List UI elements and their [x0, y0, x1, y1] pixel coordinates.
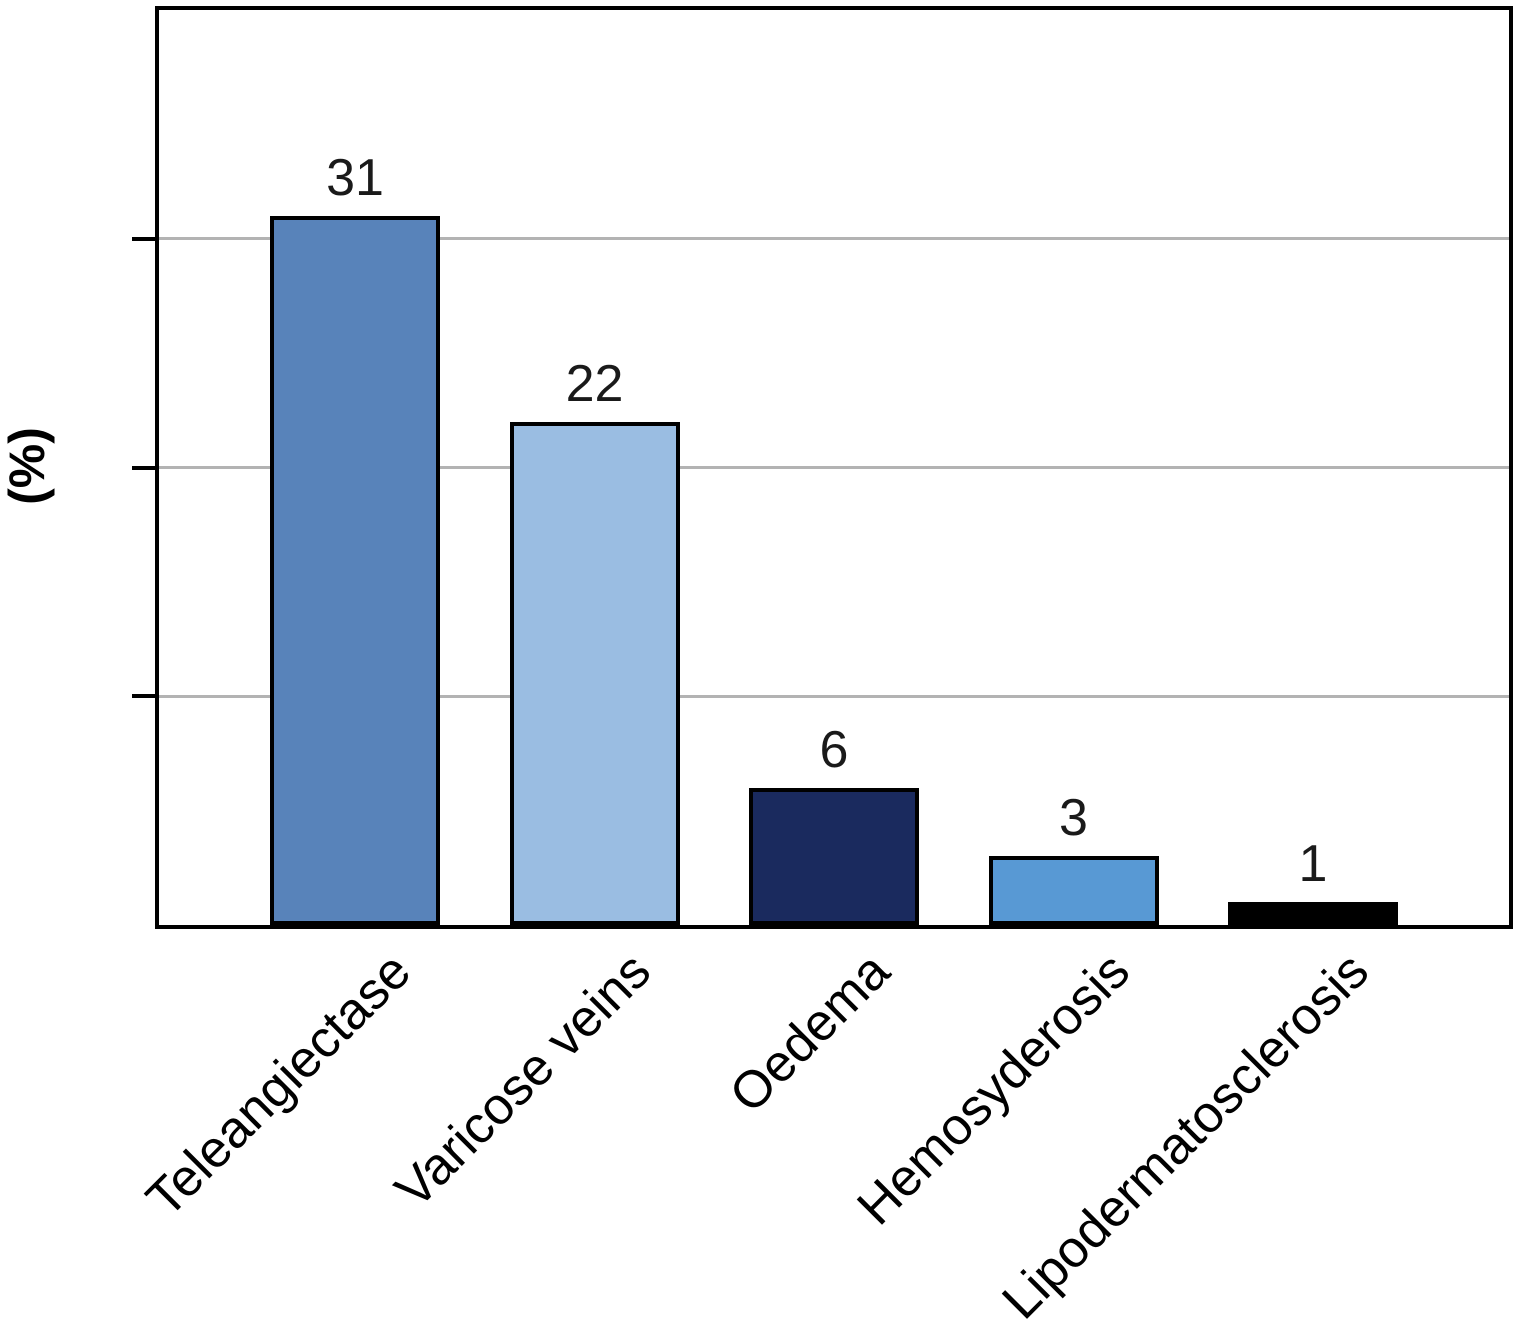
y-axis-tick-30 — [132, 236, 156, 241]
bar-oedema — [749, 787, 919, 925]
y-axis-tick-10 — [132, 694, 156, 699]
value-label-teleangiectase: 31 — [326, 148, 384, 207]
bar-varicose-veins — [509, 421, 680, 925]
gridline-30 — [159, 237, 1509, 241]
value-label-varicose-veins: 22 — [565, 354, 624, 413]
gridline-20 — [159, 466, 1509, 469]
x-axis-label-teleangiectase: Teleangiectase — [135, 941, 422, 1229]
value-label-oedema: 6 — [819, 720, 849, 779]
bar-lipodermatosclerosis — [1228, 902, 1398, 925]
bar-hemosyderosis — [988, 856, 1159, 925]
x-axis-label-varicose-veins: Varicose veins — [383, 941, 662, 1220]
y-axis-title: (%) — [0, 427, 55, 505]
value-label-hemosyderosis: 3 — [1059, 789, 1088, 848]
y-axis-tick-20 — [132, 465, 156, 470]
plot-area-frame — [155, 6, 1513, 929]
bar-teleangiectase — [270, 215, 440, 925]
x-axis-label-oedema: Oedema — [718, 941, 901, 1124]
gridline-10 — [159, 694, 1509, 698]
value-label-lipodermatosclerosis: 1 — [1298, 835, 1328, 894]
